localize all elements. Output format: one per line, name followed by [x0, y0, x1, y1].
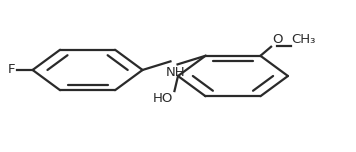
- Text: CH₃: CH₃: [291, 33, 316, 46]
- Text: F: F: [7, 64, 15, 76]
- Text: HO: HO: [152, 92, 173, 105]
- Text: O: O: [272, 33, 283, 46]
- Text: NH: NH: [166, 66, 185, 79]
